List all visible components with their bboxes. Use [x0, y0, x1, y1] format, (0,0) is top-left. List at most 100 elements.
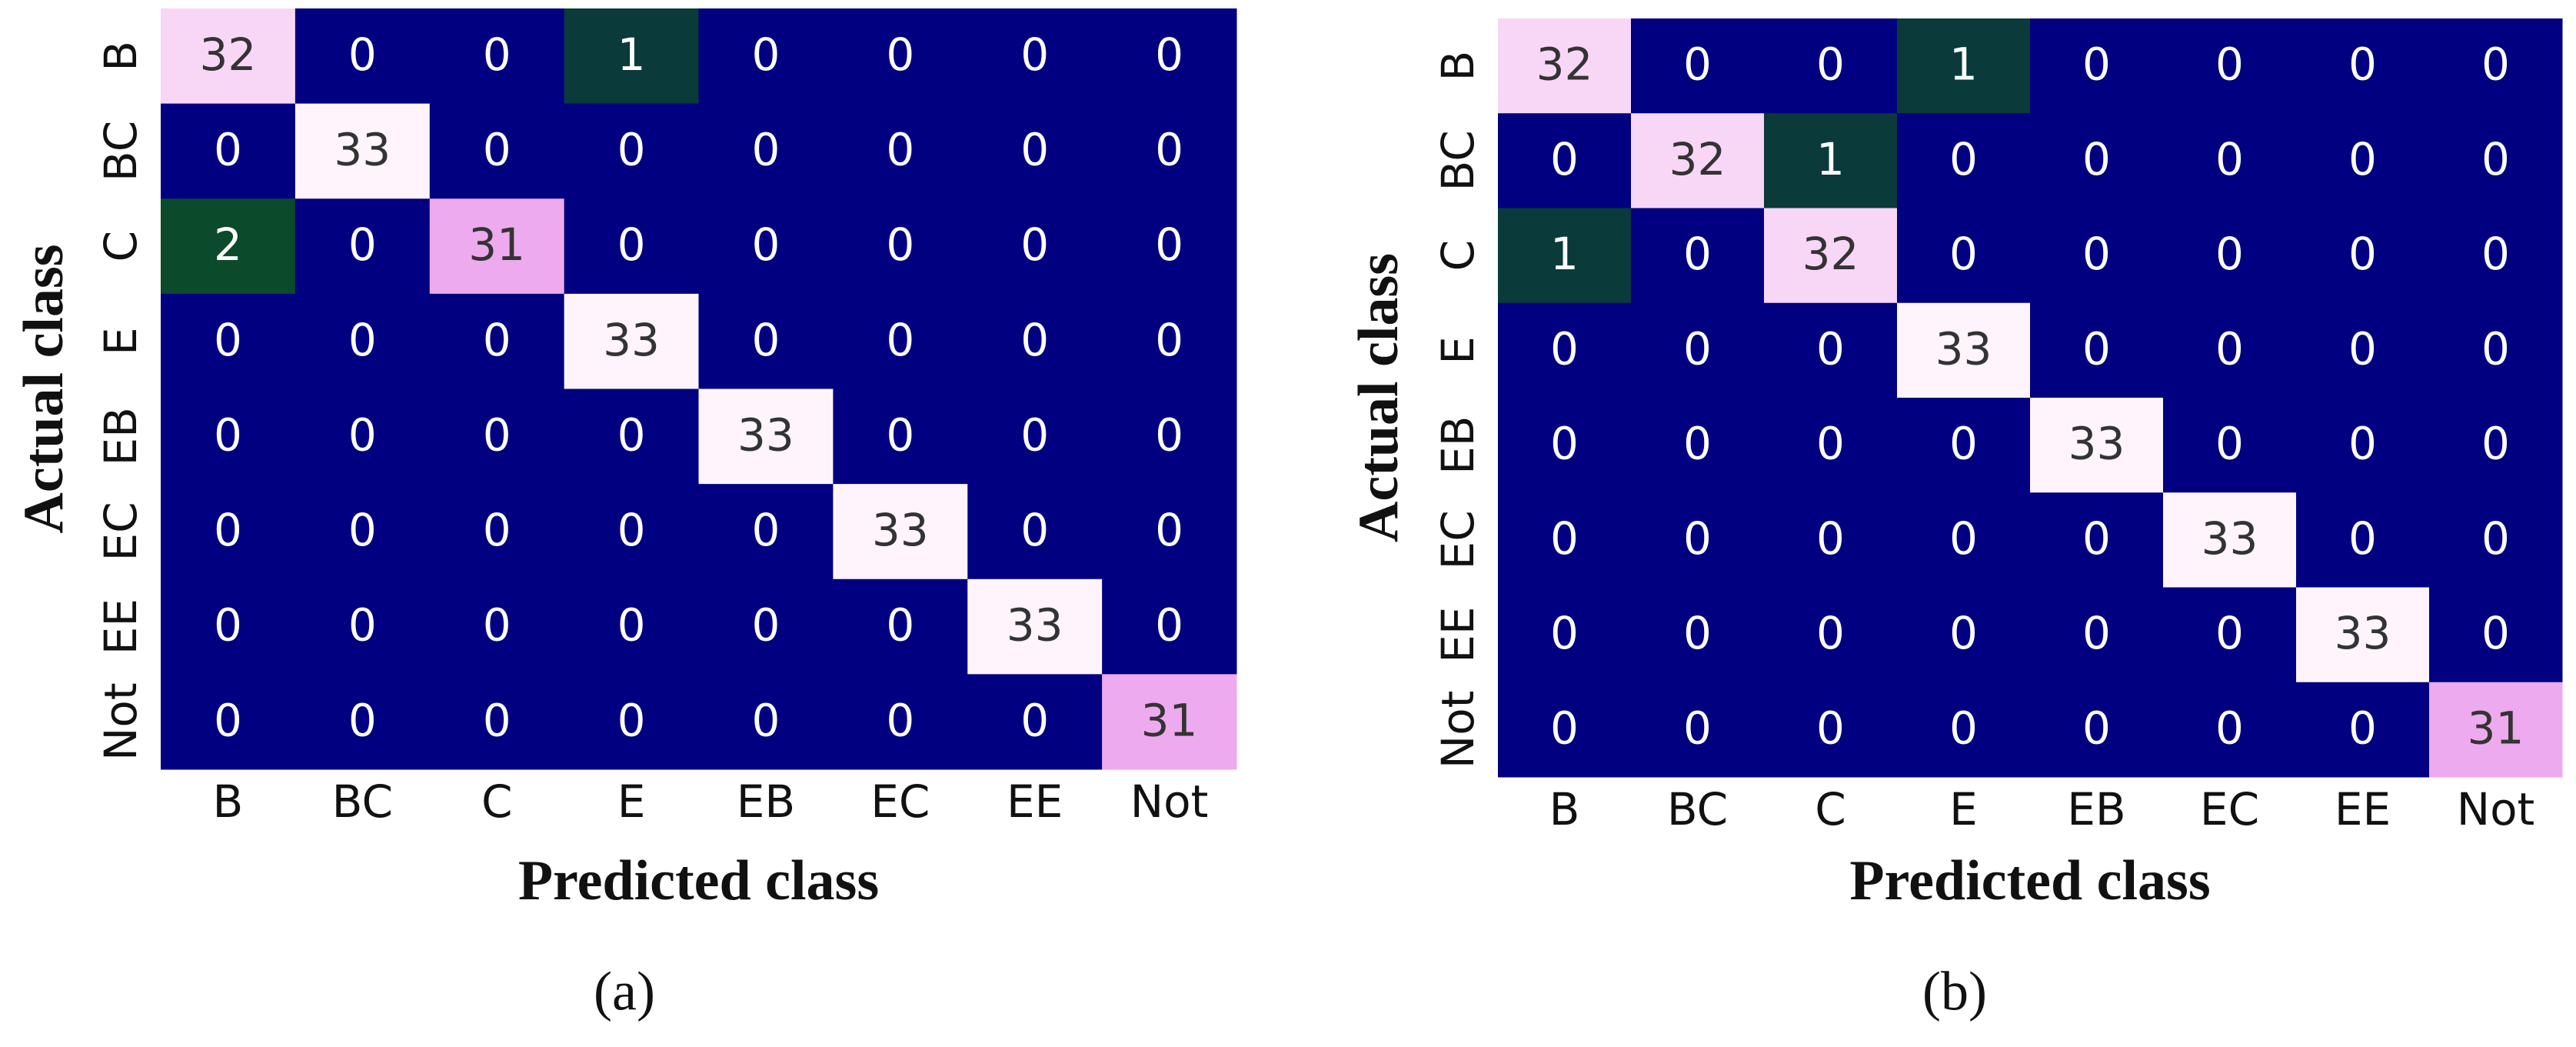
cell [2296, 492, 2430, 588]
cell-label: 0 [2082, 322, 2111, 375]
cell [2296, 208, 2430, 304]
cell-label: 0 [1683, 418, 1712, 470]
cell-label: 0 [348, 28, 377, 81]
cell-label: 0 [348, 599, 377, 652]
cell-label: 0 [1155, 218, 1183, 271]
cell-label: 0 [348, 694, 377, 746]
cell [1764, 682, 1898, 778]
cell-label: 33 [872, 504, 929, 556]
cell [1102, 674, 1237, 770]
cell-label: 0 [214, 314, 242, 366]
y-tick-label: C [1432, 240, 1484, 272]
cell [1897, 208, 2031, 304]
x-tick-label: B [213, 775, 244, 828]
cell-label: 0 [751, 599, 780, 652]
x-tick-label: EE [1007, 775, 1063, 828]
cell-label: 0 [617, 504, 646, 556]
cell [1102, 293, 1237, 389]
x-tick-label: EC [870, 775, 930, 828]
y-tick-label: BC [95, 121, 147, 182]
y-axis-label: Actual class [12, 244, 75, 533]
cell-label: 0 [1949, 418, 1978, 470]
cell-label: 0 [2348, 702, 2377, 754]
cell [295, 388, 431, 485]
cell [833, 484, 968, 580]
cell [1764, 302, 1898, 398]
cell [2030, 398, 2164, 493]
cell-label: 0 [751, 218, 780, 271]
cell-label: 0 [483, 694, 511, 746]
cell [1631, 492, 1765, 588]
cell-label: 0 [1683, 607, 1712, 659]
cell-label: 0 [751, 694, 780, 746]
cell [1764, 492, 1898, 588]
cell [1102, 579, 1237, 675]
cell-label: 0 [1550, 512, 1579, 565]
x-tick-label: EB [2067, 783, 2125, 835]
cell-label: 0 [1816, 607, 1845, 659]
cell [698, 674, 834, 770]
cell [1498, 208, 1632, 304]
cell-label: 0 [1020, 504, 1049, 556]
y-tick-label: B [95, 41, 147, 72]
cell [2030, 492, 2164, 588]
y-axis-label: Actual class [1347, 253, 1410, 542]
cell-label: 0 [2215, 38, 2244, 91]
x-axis-label: Predicted class [1849, 849, 2210, 912]
cell [1764, 18, 1898, 114]
cell [295, 674, 431, 770]
cell-label: 0 [1683, 702, 1712, 754]
cell-label: 0 [617, 694, 646, 746]
cell [2296, 18, 2430, 114]
cell [564, 8, 699, 105]
cell-label: 0 [1683, 38, 1712, 91]
x-tick-label: EB [737, 775, 795, 828]
cell [161, 103, 296, 199]
x-tick-label: EC [2200, 783, 2259, 835]
cell [2163, 398, 2297, 493]
cell [1498, 113, 1632, 208]
cell [967, 293, 1103, 389]
x-tick-label: C [1815, 783, 1846, 835]
cell [833, 293, 968, 389]
cell [161, 484, 296, 580]
cell-label: 32 [1802, 228, 1859, 280]
x-tick-label: C [481, 775, 513, 828]
cell-label: 0 [2215, 322, 2244, 375]
cell-label: 0 [1683, 228, 1712, 280]
cell [1102, 484, 1237, 580]
cell-label: 0 [1020, 408, 1049, 461]
cell [564, 674, 699, 770]
cell [698, 388, 834, 485]
cell-label: 0 [751, 28, 780, 81]
cell [2030, 682, 2164, 778]
cell [2296, 682, 2430, 778]
cell-label: 0 [2348, 133, 2377, 185]
cell [295, 103, 431, 199]
cell-label: 0 [214, 504, 242, 556]
cell-label: 0 [751, 124, 780, 176]
cell [967, 579, 1103, 675]
cell [1498, 18, 1632, 114]
cell-label: 0 [617, 218, 646, 271]
cell [1102, 388, 1237, 485]
cell [698, 198, 834, 295]
cell-label: 0 [1155, 504, 1183, 556]
cell [2163, 113, 2297, 208]
cell-label: 1 [617, 28, 646, 81]
cell-label: 33 [2202, 512, 2258, 565]
cell [2163, 302, 2297, 398]
cell [1498, 398, 1632, 493]
cell-label: 0 [1020, 124, 1049, 176]
cell-label: 0 [348, 314, 377, 366]
cell [1764, 113, 1898, 208]
cell [1631, 18, 1765, 114]
cell-label: 33 [1007, 599, 1063, 652]
cell [2163, 208, 2297, 304]
cell-label: 32 [1536, 38, 1593, 91]
cell-label: 0 [2082, 228, 2111, 280]
cell [2163, 492, 2297, 588]
cell-label: 0 [1816, 418, 1845, 470]
x-tick-label: Not [1130, 775, 1209, 828]
